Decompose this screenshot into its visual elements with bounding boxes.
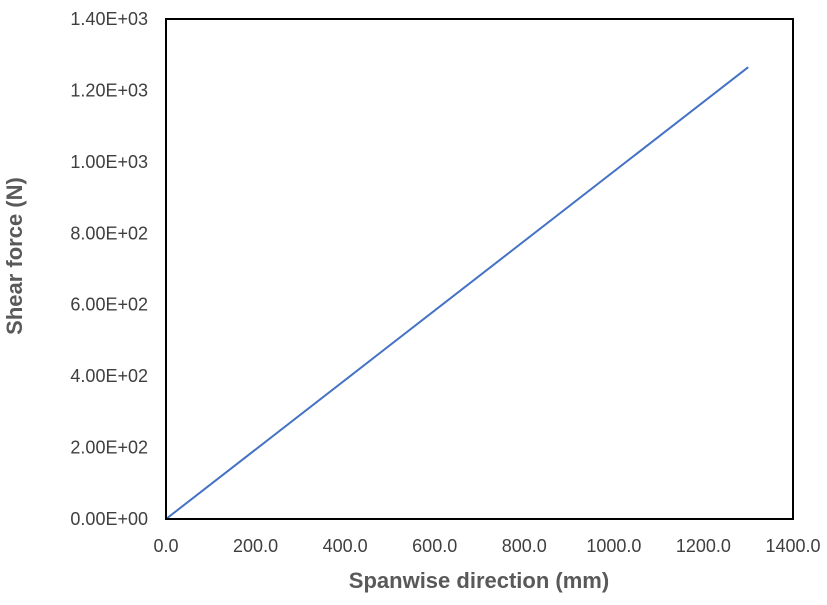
plot-area-border bbox=[165, 18, 794, 520]
y-tick-label: 1.00E+03 bbox=[70, 152, 148, 172]
series-layer bbox=[165, 66, 749, 520]
x-tick-label: 800.0 bbox=[502, 536, 547, 556]
y-tick-label: 2.00E+02 bbox=[70, 438, 148, 458]
x-tick-label: 1400.0 bbox=[765, 536, 820, 556]
y-tick-label: 4.00E+02 bbox=[70, 366, 148, 386]
series-line-0 bbox=[165, 66, 749, 520]
y-tick-label: 1.20E+03 bbox=[70, 80, 148, 100]
x-tick-label: 200.0 bbox=[233, 536, 278, 556]
x-tick-label: 1000.0 bbox=[586, 536, 641, 556]
x-axis-title: Spanwise direction (mm) bbox=[349, 568, 609, 593]
x-tick-label: 1200.0 bbox=[676, 536, 731, 556]
x-axis-tick-labels: 0.0 200.0 400.0 600.0 800.0 1000.0 1200.0 1400.… bbox=[153, 536, 820, 556]
x-tick-label: 400.0 bbox=[323, 536, 368, 556]
y-axis-tick-labels: 0.00E+00 2.00E+02 4.00E+02 6.00E+02 8.00E+02… bbox=[70, 9, 148, 529]
y-tick-label: 8.00E+02 bbox=[70, 223, 148, 243]
x-tick-label: 600.0 bbox=[412, 536, 457, 556]
y-tick-label: 6.00E+02 bbox=[70, 295, 148, 315]
y-tick-label: 0.00E+00 bbox=[70, 509, 148, 529]
y-tick-label: 1.40E+03 bbox=[70, 9, 148, 29]
x-tick-label: 0.0 bbox=[153, 536, 178, 556]
y-axis-title: Shear force (N) bbox=[2, 177, 27, 335]
